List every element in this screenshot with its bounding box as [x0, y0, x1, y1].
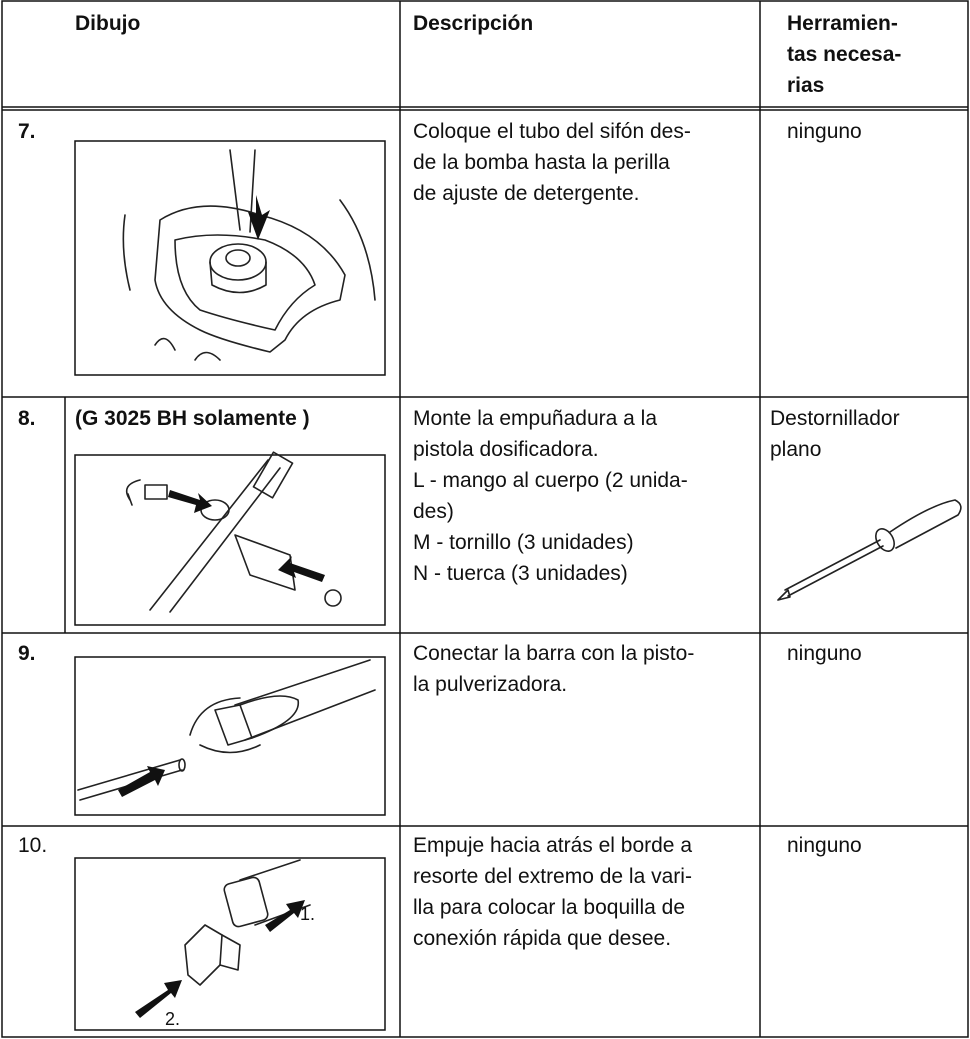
description: Coloque el tubo del sifón des-de la bomb… [413, 116, 691, 209]
text-line: ninguno [787, 834, 862, 857]
text-line: de ajuste de detergente. [413, 182, 640, 205]
text-line: L - mango al cuerpo (2 unida- [413, 469, 688, 492]
text-line: lla para colocar la boquilla de [413, 896, 686, 919]
illustration [74, 656, 386, 816]
text-line: resorte del extremo de la vari- [413, 865, 692, 888]
illustration [74, 140, 386, 376]
step-number: 8. [18, 407, 36, 430]
step-number: 10. [18, 834, 48, 857]
step-number: 9. [18, 642, 36, 665]
text-line: Coloque el tubo del sifón des- [413, 120, 691, 143]
text-line: de la bomba hasta la perilla [413, 151, 670, 174]
text-line: tas necesa- [787, 43, 902, 66]
text-line: pistola dosificadora. [413, 438, 599, 461]
text-line: ninguno [787, 120, 862, 143]
text-line: ninguno [787, 642, 862, 665]
header-cell: Herramien-tas necesa-rias [787, 8, 901, 101]
description: Conectar la barra con la pisto-la pulver… [413, 638, 694, 700]
text-line: conexión rápida que desee. [413, 927, 672, 950]
text-line: Conectar la barra con la pisto- [413, 642, 695, 665]
header-cell: Descripción [413, 12, 534, 35]
text-line: N - tuerca (3 unidades) [413, 562, 628, 585]
text-line: Herramien- [787, 12, 898, 35]
tools: ninguno [787, 116, 862, 147]
text-line: la pulverizadora. [413, 673, 568, 696]
header-cell: Dibujo [75, 12, 141, 35]
tool-illustration [777, 499, 962, 601]
text-line: Monte la empuñadura a la [413, 407, 657, 430]
illustration [74, 451, 386, 626]
description: Empuje hacia atrás el borde a resorte del… [413, 830, 692, 954]
text-line: rias [787, 74, 825, 97]
text-line: des) [413, 500, 454, 523]
callout: 2. [165, 1009, 180, 1029]
text-line: Empuje hacia atrás el borde a [413, 834, 692, 857]
step-number: 7. [18, 120, 36, 143]
tools: ninguno [787, 830, 862, 861]
text-line: plano [770, 438, 822, 461]
text-line: M - tornillo (3 unidades) [413, 531, 634, 554]
callout: 1. [300, 904, 315, 924]
text-line: Destornillador [770, 407, 900, 430]
description: Monte la empuñadura a la pistola dosifica… [413, 403, 688, 589]
tools: ninguno [787, 638, 862, 669]
note: (G 3025 BH solamente ) [75, 407, 310, 430]
illustration [74, 857, 386, 1031]
tools: Destornillador plano [770, 403, 900, 465]
